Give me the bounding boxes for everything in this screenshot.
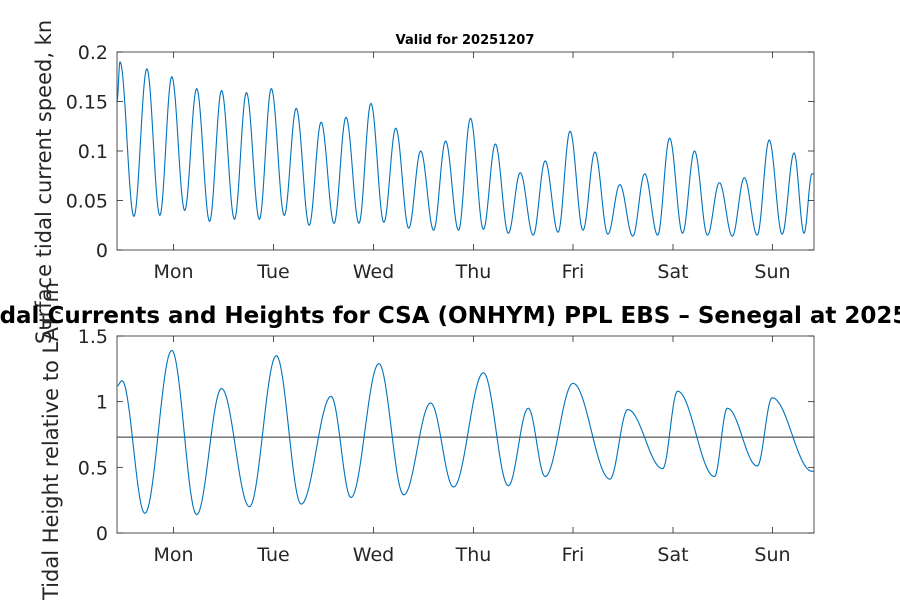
current-speed-chart-title: Valid for 20251207: [396, 33, 535, 48]
x-tick-label-mon: Mon: [153, 261, 193, 283]
tidal-height-axes-box: [116, 335, 815, 534]
x-tick-label-tue: Tue: [256, 544, 289, 566]
current-speed-series-line: [116, 61, 814, 237]
x-tick-label-fri: Fri: [562, 261, 585, 283]
y-tick-label: 0.15: [66, 92, 108, 114]
x-tick-label-wed: Wed: [353, 261, 394, 283]
tidal-height-panel: 0 0.5 1 1.5 Mon Tue Wed Thu Fri Sat Sun Tidal Hei…: [39, 282, 815, 600]
current-speed-y-axis-label: Surface tidal current speed, kn: [32, 20, 56, 344]
x-tick-label-tue: Tue: [256, 261, 289, 283]
tidal-height-y-axis-label: Tidal Height relative to LAT, m: [39, 282, 63, 600]
y-tick-label: 0: [96, 523, 108, 545]
x-tick-label-wed: Wed: [353, 544, 394, 566]
x-tick-label-sat: Sat: [657, 261, 688, 283]
x-tick-label-thu: Thu: [455, 544, 492, 566]
y-tick-label: 0.05: [66, 191, 108, 213]
y-tick-label: 0.5: [78, 457, 108, 479]
y-tick-label: 0: [96, 240, 108, 262]
x-tick-label-sat: Sat: [657, 544, 688, 566]
x-tick-label-fri: Fri: [562, 544, 585, 566]
y-tick-label: 1.5: [78, 326, 108, 348]
y-tick-label: 0.1: [78, 141, 108, 163]
x-tick-label-thu: Thu: [455, 261, 492, 283]
x-tick-label-sun: Sun: [754, 261, 790, 283]
current-speed-axes-box: [116, 51, 815, 251]
current-speed-panel: 0 0.05 0.1 0.15 0.2 Mon Tue Wed Thu Fri Sat Sun Va…: [32, 20, 815, 344]
x-tick-label-mon: Mon: [153, 544, 193, 566]
figure-main-title: Tidal Currents and Heights for CSA (ONHY…: [0, 303, 900, 329]
y-tick-label: 1: [96, 392, 108, 414]
y-tick-label: 0.2: [78, 42, 108, 64]
tidal-height-series-line: [116, 349, 814, 516]
x-tick-label-sun: Sun: [754, 544, 790, 566]
